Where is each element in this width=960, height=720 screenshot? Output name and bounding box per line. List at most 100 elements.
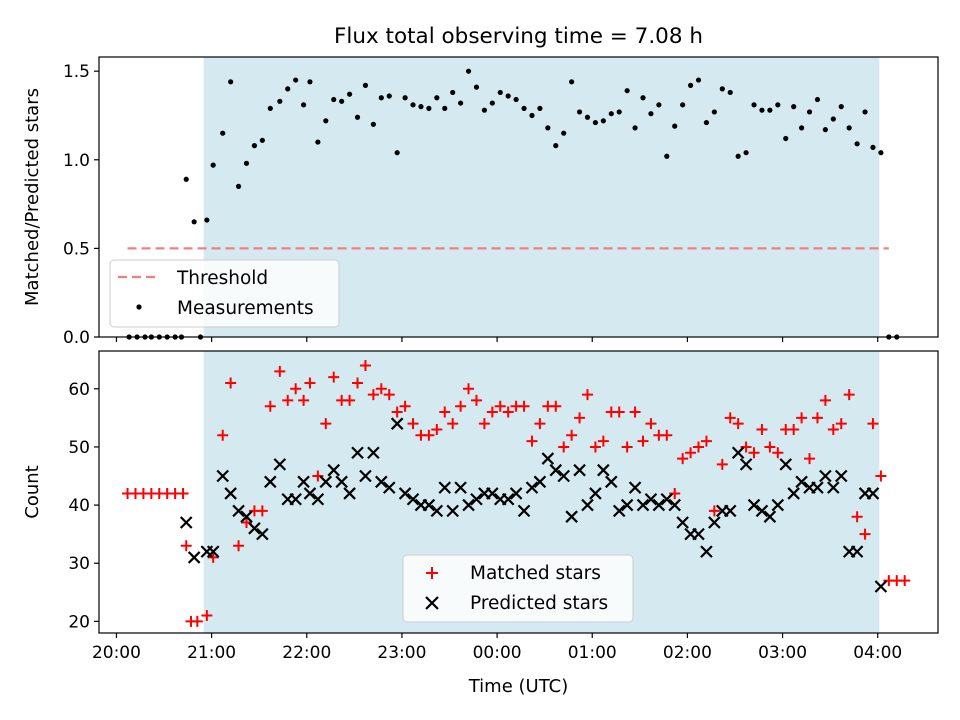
predicted-star-point xyxy=(850,545,864,558)
matched-star-point xyxy=(589,441,601,453)
matched-star-point xyxy=(629,406,641,418)
predicted-star-point xyxy=(644,492,658,506)
predicted-star-point xyxy=(636,498,650,512)
predicted-star-point xyxy=(470,492,483,506)
predicted-star-point xyxy=(382,481,396,494)
matched-star-point xyxy=(724,412,736,424)
predicted-star-point xyxy=(303,487,317,500)
matched-star-point xyxy=(328,371,340,383)
measurement-point xyxy=(735,153,741,159)
y-tick-label: 0.5 xyxy=(63,239,90,259)
predicted-star-point xyxy=(597,463,610,477)
measurement-point xyxy=(410,102,416,108)
y-tick-label: 1.0 xyxy=(63,151,90,171)
predicted-star-point xyxy=(273,458,287,471)
measurement-point xyxy=(854,141,860,147)
predicted-star-point xyxy=(422,498,436,512)
predicted-star-point xyxy=(628,481,642,494)
measurement-point xyxy=(378,95,384,101)
matched-star-point xyxy=(867,418,879,430)
measurement-point xyxy=(687,82,694,88)
predicted-star-point xyxy=(240,510,253,523)
measurement-point xyxy=(204,217,210,223)
matched-star-point xyxy=(796,412,808,424)
measurement-point xyxy=(822,127,828,133)
measurement-point xyxy=(561,130,567,136)
measurement-point xyxy=(584,114,591,120)
measurement-point xyxy=(695,77,702,83)
measurement-point xyxy=(656,102,662,108)
matched-star-point xyxy=(470,394,482,406)
measurement-point xyxy=(624,88,630,94)
predicted-star-point xyxy=(779,458,793,471)
y-tick-label: 40 xyxy=(68,496,90,516)
predicted-star-point xyxy=(866,487,880,500)
matched-legend-label: Matched stars xyxy=(470,563,601,584)
measurement-point xyxy=(600,118,606,124)
predicted-star-point xyxy=(581,498,594,512)
matched-star-point xyxy=(637,435,649,447)
measurement-point xyxy=(791,104,797,110)
matched-star-point xyxy=(748,447,760,459)
bottom-legend: Matched stars Predicted stars xyxy=(402,554,634,623)
predicted-legend-swatch xyxy=(425,596,439,610)
predicted-star-point xyxy=(335,475,348,489)
predicted-star-point xyxy=(179,516,193,529)
x-tick-label: 00:00 xyxy=(473,643,522,663)
matched-star-point xyxy=(455,400,467,412)
y-tick-label: 50 xyxy=(68,438,90,458)
measurement-point xyxy=(370,121,376,127)
predicted-stars-points xyxy=(179,417,888,593)
matched-star-point xyxy=(661,429,673,441)
measurement-point xyxy=(727,89,733,96)
measurement-point xyxy=(228,79,234,85)
bottom-x-ticks: 20:00 21:00 22:00 23:00 00:00 01:00 02:00 03:00… xyxy=(92,633,902,663)
matched-star-point xyxy=(256,505,268,517)
matched-star-point xyxy=(764,441,776,453)
matched-star-point xyxy=(566,429,578,441)
measurement-point xyxy=(513,96,519,103)
measurement-point xyxy=(719,86,725,92)
measurement-point xyxy=(434,95,440,101)
matched-star-point xyxy=(431,423,443,435)
measurement-point xyxy=(608,111,614,117)
measurement-point xyxy=(285,86,291,92)
matched-star-point xyxy=(700,435,712,447)
measurement-point xyxy=(640,95,646,101)
x-axis-label: Time (UTC) xyxy=(468,676,569,697)
predicted-star-point xyxy=(723,504,737,518)
predicted-star-point xyxy=(517,504,531,518)
measurement-point xyxy=(362,82,369,88)
measurement-point xyxy=(346,91,353,97)
measurement-point xyxy=(191,219,197,225)
predicted-star-point xyxy=(525,481,539,494)
predicted-star-point xyxy=(367,446,380,460)
measurement-point xyxy=(537,105,543,111)
measurement-point xyxy=(183,176,189,182)
matched-star-point xyxy=(693,441,705,453)
matched-star-point xyxy=(352,377,364,389)
measurement-point xyxy=(259,137,265,143)
top-panel-ratio: 0.0 0.5 1.0 1.5 Matched/Predicted stars Thr… xyxy=(22,56,939,348)
predicted-star-point xyxy=(747,498,761,512)
top-legend-box xyxy=(109,259,340,328)
matched-star-point xyxy=(282,394,294,406)
y-tick-label: 0.0 xyxy=(63,328,90,348)
measurement-point xyxy=(648,111,654,117)
predicted-star-point xyxy=(390,417,404,430)
measurement-point xyxy=(505,93,511,99)
measurement-point xyxy=(315,139,321,145)
matched-star-point xyxy=(383,389,395,401)
predicted-star-point xyxy=(811,481,824,494)
matched-star-point xyxy=(772,447,784,459)
matched-star-point xyxy=(407,418,419,430)
matched-star-point xyxy=(320,418,332,430)
x-tick-label: 01:00 xyxy=(568,643,617,663)
top-x-ticks xyxy=(115,337,879,342)
measurement-point xyxy=(846,125,852,131)
predicted-star-point xyxy=(565,510,578,523)
predicted-star-point xyxy=(224,487,237,500)
x-tick-label: 22:00 xyxy=(282,643,331,663)
measurement-point xyxy=(251,143,258,149)
